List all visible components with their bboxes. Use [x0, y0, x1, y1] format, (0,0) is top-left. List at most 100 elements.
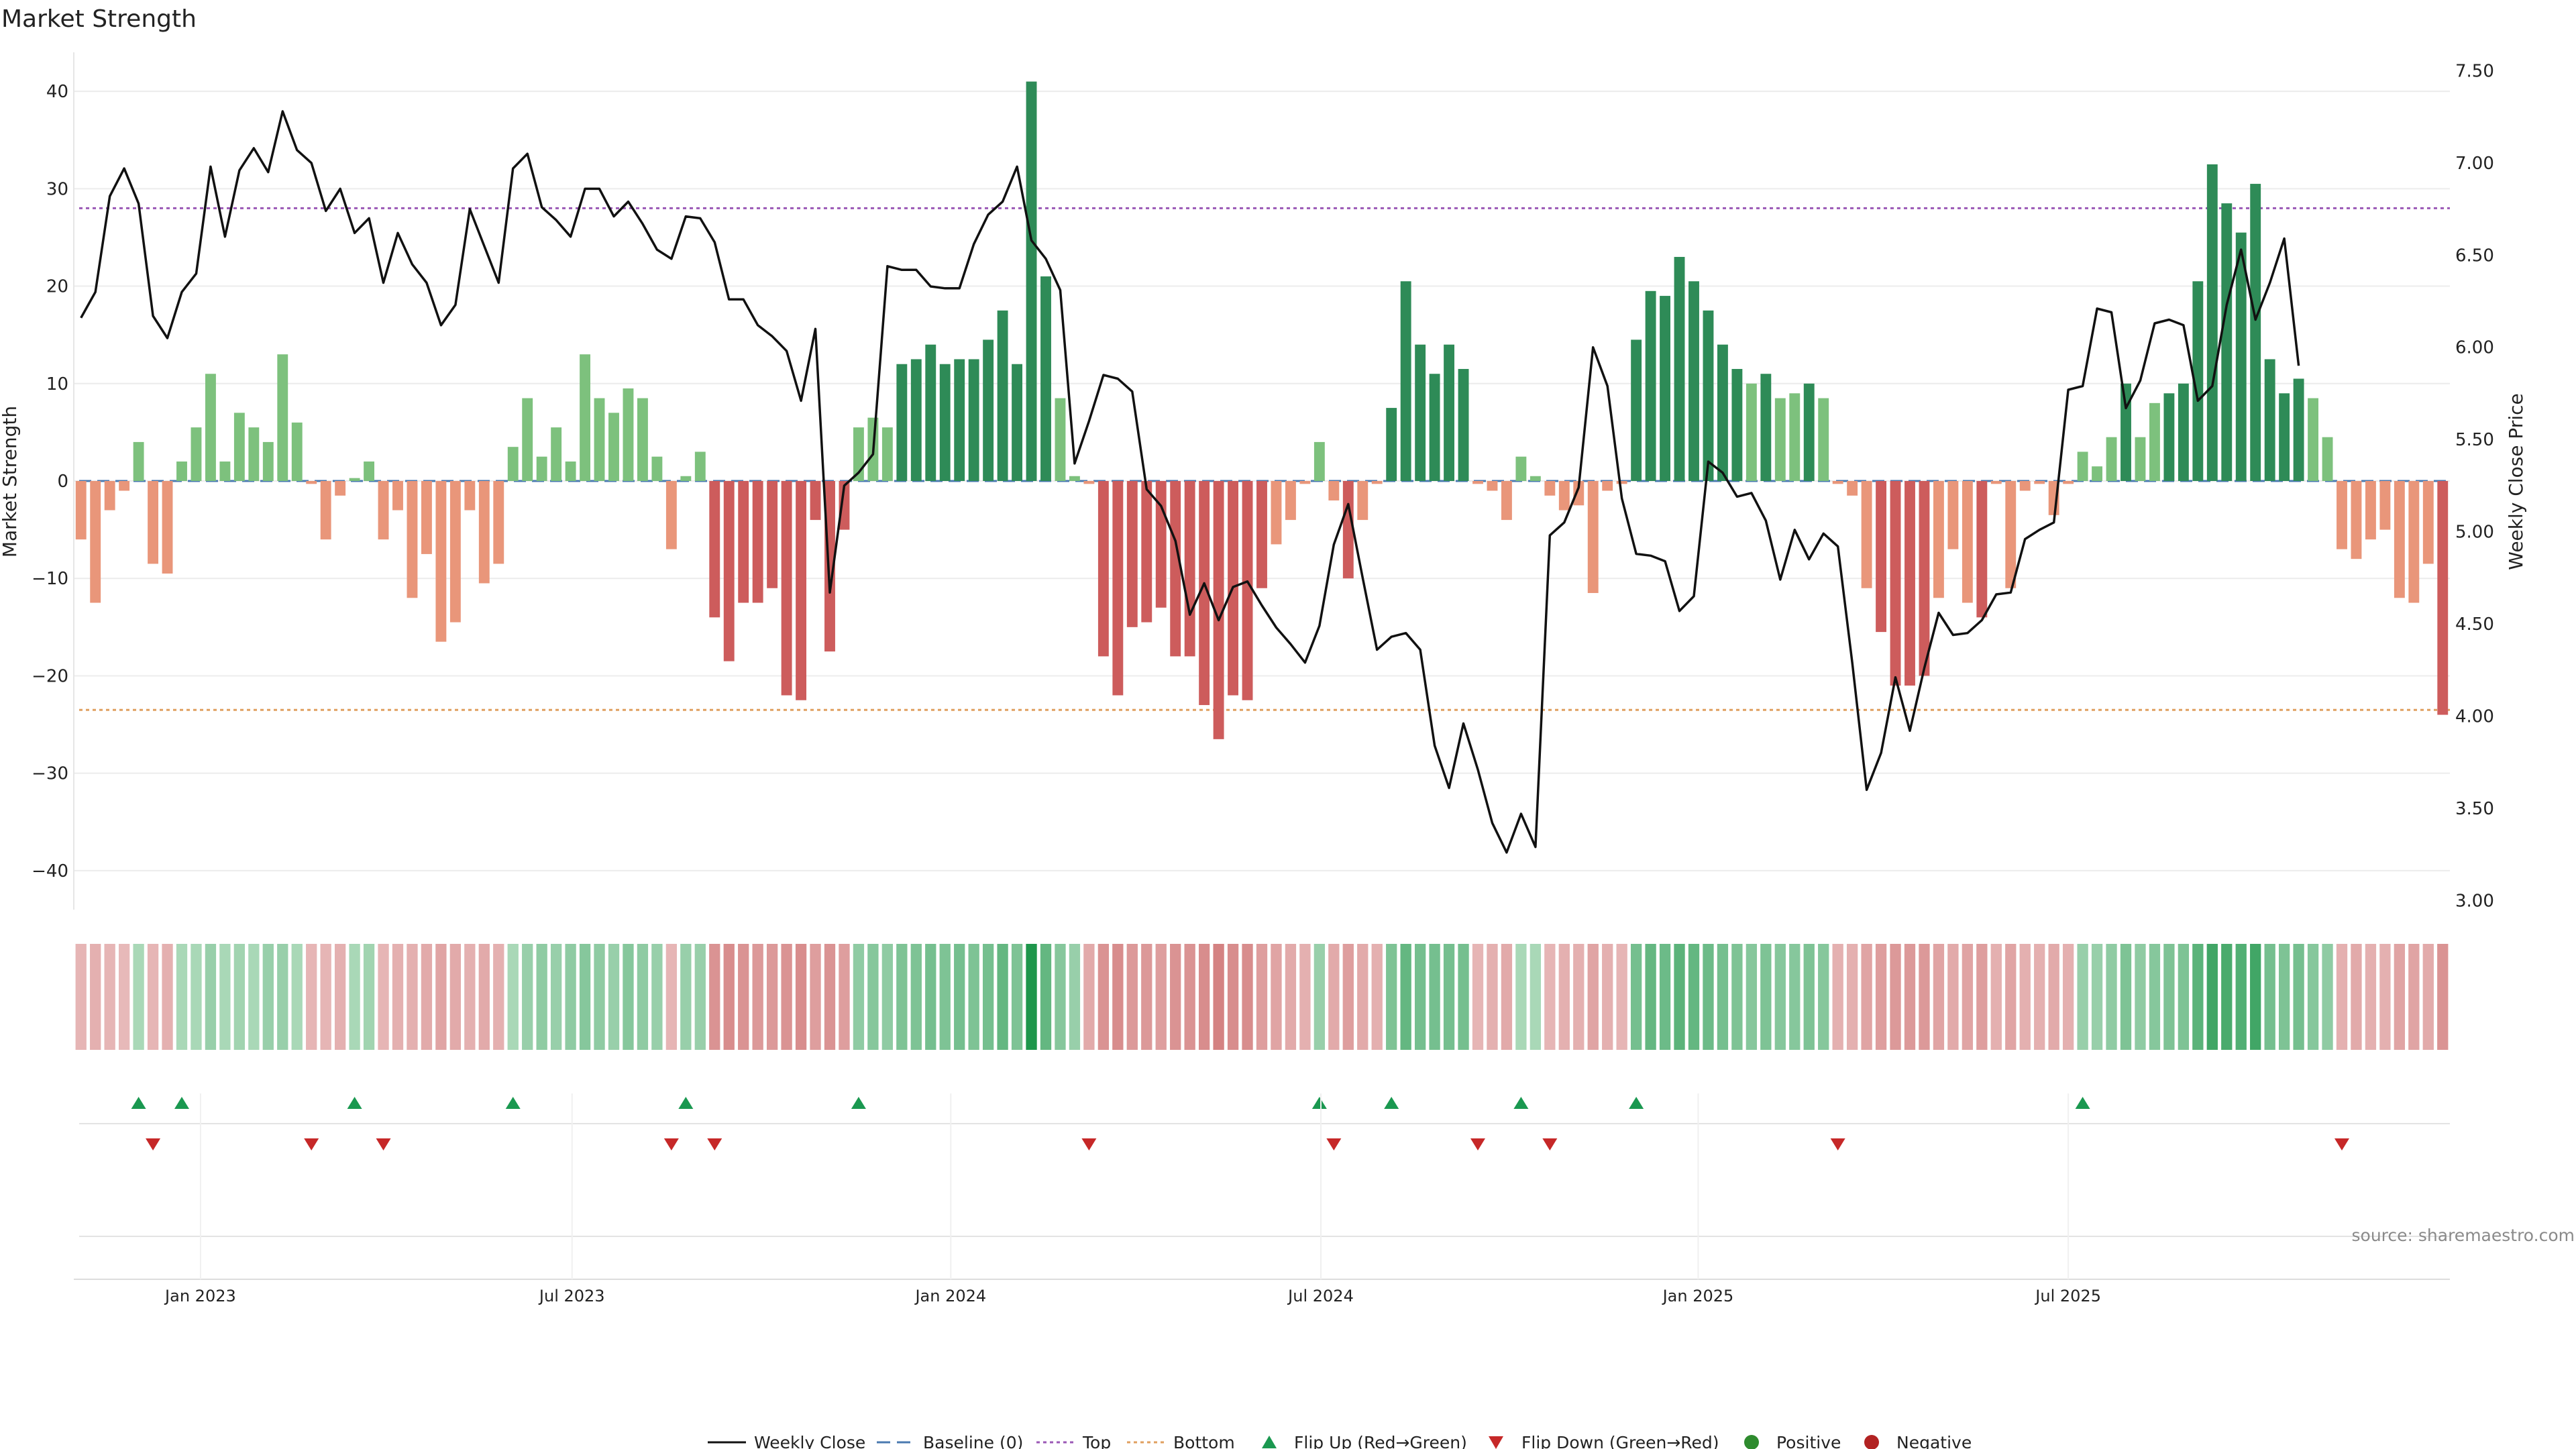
legend-flip-down-swatch [1489, 1436, 1503, 1449]
x-tick-label: Jul 2023 [538, 1287, 605, 1305]
flip-down-marker [376, 1138, 391, 1150]
strength-bar-negative [306, 481, 317, 484]
heat-cell [1832, 944, 1843, 1050]
strength-bar-positive [896, 364, 908, 481]
flip-up-marker [1311, 1097, 1327, 1109]
heat-cell [1227, 944, 1239, 1050]
strength-bar-negative [1990, 481, 2002, 484]
strength-bar-positive [1631, 339, 1642, 481]
heat-cell [680, 944, 692, 1050]
strength-bar-positive [176, 461, 187, 481]
strength-bar-positive [2264, 359, 2275, 481]
heat-cell [1256, 944, 1268, 1050]
strength-bar-positive [2322, 437, 2333, 481]
heat-cell [1904, 944, 1916, 1050]
strength-bar-positive [2121, 383, 2131, 481]
heat-cell [2250, 944, 2261, 1050]
strength-bar-negative [1083, 481, 1095, 484]
flip-down-marker [1830, 1138, 1845, 1150]
strength-bar-negative [1890, 481, 1901, 686]
strength-bar-positive [1458, 368, 1469, 481]
flip-up-marker [1384, 1097, 1399, 1109]
heat-cell [464, 944, 476, 1050]
flip-up-marker [2075, 1097, 2090, 1109]
heat-cell [2163, 944, 2175, 1050]
heat-cell [665, 944, 678, 1050]
heat-cell [248, 944, 260, 1050]
heat-cell [1515, 944, 1527, 1050]
right-tick-label: 3.50 [2455, 799, 2494, 819]
strength-bar-positive [997, 310, 1008, 481]
heat-cell [1890, 944, 1901, 1050]
left-tick-label: 0 [57, 472, 68, 492]
x-tick-label: Jul 2024 [1287, 1287, 1354, 1305]
strength-bar-positive [1429, 374, 1440, 481]
heat-cell [1645, 944, 1656, 1050]
strength-bar-negative [421, 481, 432, 554]
heat-cell [2437, 944, 2449, 1050]
heat-cell [507, 944, 519, 1050]
flip-up-marker [678, 1097, 694, 1109]
heat-cell [2034, 944, 2045, 1050]
strength-bar-positive [968, 359, 979, 481]
heat-cell [2091, 944, 2103, 1050]
heat-cell [2048, 944, 2059, 1050]
strength-bar-positive [349, 478, 360, 481]
strength-bar-positive [983, 339, 994, 481]
strength-bar-positive [291, 422, 303, 481]
strength-bar-positive [1444, 344, 1455, 481]
strength-bar-negative [723, 481, 735, 661]
heat-cell [867, 944, 879, 1050]
heat-cell [608, 944, 620, 1050]
heat-cell [2278, 944, 2290, 1050]
heat-cell [1011, 944, 1023, 1050]
heat-cell [147, 944, 159, 1050]
strength-bar-negative [1213, 481, 1224, 739]
heat-cell [277, 944, 288, 1050]
strength-bar-negative [119, 481, 130, 491]
strength-bar-positive [2077, 451, 2088, 481]
strength-bar-negative [2005, 481, 2017, 588]
strength-bar-positive [507, 447, 519, 481]
heat-cell [1242, 944, 1253, 1050]
heat-cell [1990, 944, 2002, 1050]
heat-cell [1933, 944, 1945, 1050]
left-tick-label: −40 [32, 861, 68, 881]
strength-bar-positive [1415, 344, 1426, 481]
strength-bar-positive [623, 388, 634, 481]
heat-cell [2192, 944, 2204, 1050]
strength-bar-positive [2192, 281, 2204, 481]
heat-cell [723, 944, 735, 1050]
strength-bar-positive [1803, 383, 1815, 481]
legend-top: Top [1082, 1433, 1111, 1449]
strength-bar-negative [2337, 481, 2347, 549]
heat-cell [162, 944, 173, 1050]
strength-bar-positive [2235, 232, 2247, 481]
strength-bar-positive [1055, 398, 1066, 481]
right-tick-label: 7.00 [2455, 154, 2494, 174]
strength-bar-negative [1832, 481, 1843, 484]
heat-cell [968, 944, 979, 1050]
heat-cell [1544, 944, 1556, 1050]
strength-bar-positive [2308, 398, 2319, 481]
strength-bar-negative [1501, 481, 1512, 521]
flip-down-marker [1081, 1138, 1097, 1150]
heat-cell [1789, 944, 1801, 1050]
flip-down-marker [1542, 1138, 1558, 1150]
x-axis: Jan 2023 Jul 2023 Jan 2024 Jul 2024 Jan 2025… [74, 1093, 2450, 1305]
strength-heat-strip [75, 944, 2449, 1050]
right-tick-label: 4.00 [2455, 706, 2494, 727]
heat-cell [320, 944, 331, 1050]
strength-bar-negative [478, 481, 490, 584]
left-tick-label: 20 [46, 277, 68, 297]
heat-cell [118, 944, 130, 1050]
strength-bar-negative [2063, 481, 2074, 484]
heat-cell [2019, 944, 2031, 1050]
heat-cell [407, 944, 418, 1050]
flip-up-marker [131, 1097, 146, 1109]
heat-cell [1458, 944, 1469, 1050]
strength-bar-positive [2178, 383, 2189, 481]
heat-cell [262, 944, 274, 1050]
heat-cell [349, 944, 360, 1050]
strength-bar-positive [133, 441, 144, 481]
